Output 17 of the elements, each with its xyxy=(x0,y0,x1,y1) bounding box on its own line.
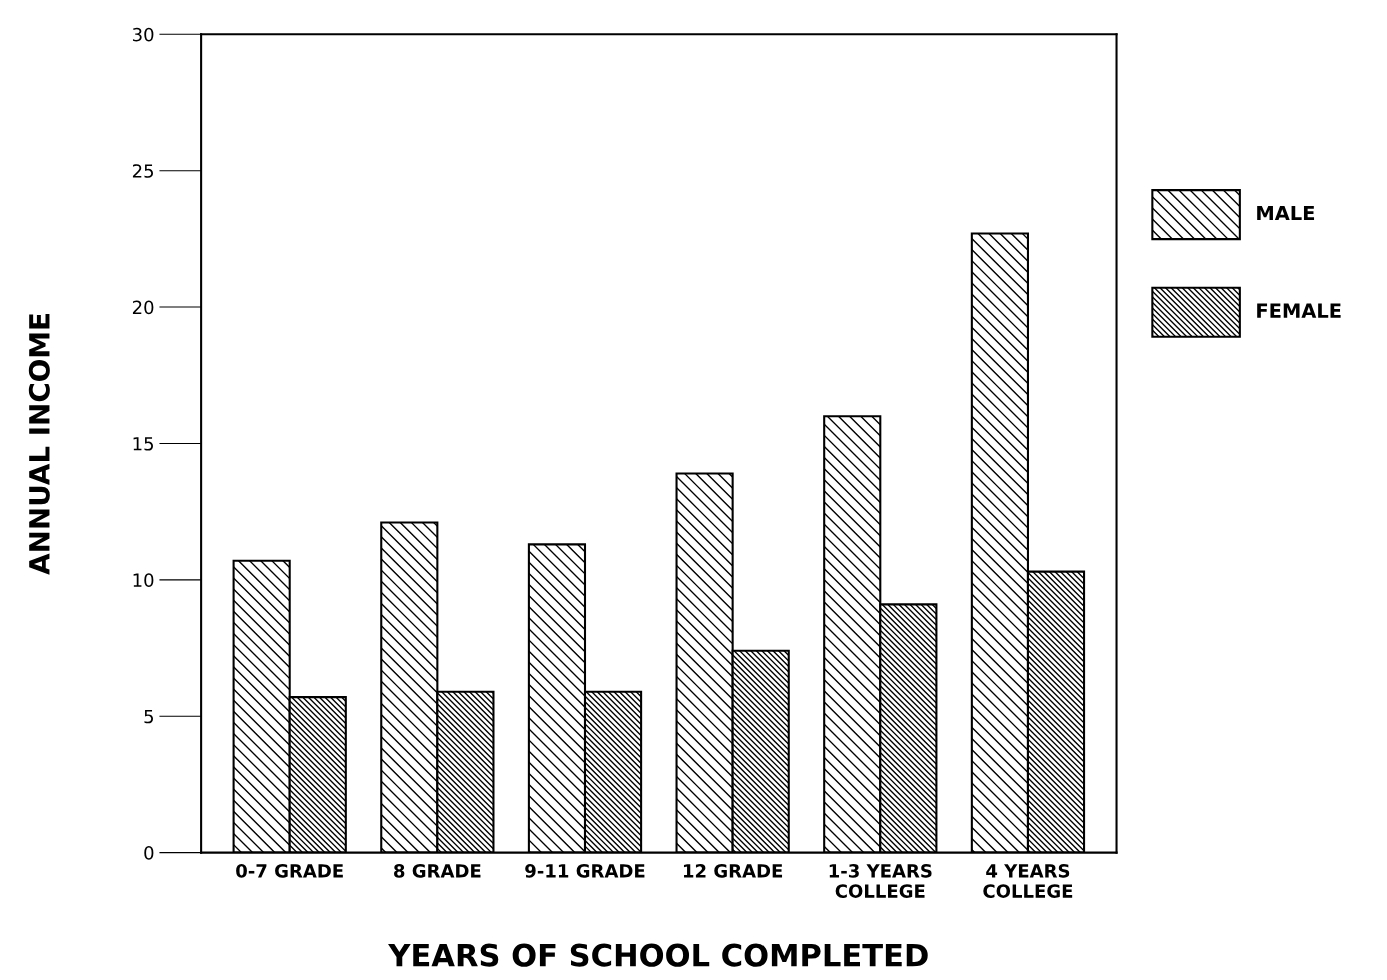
x-tick-label: 8 GRADE xyxy=(394,864,481,878)
y-tick-label: 15 xyxy=(133,437,154,451)
x-tick-label: 4 YEARS COLLEGE xyxy=(983,864,1073,898)
x-tick-label: 12 GRADE xyxy=(683,864,783,878)
y-axis-title: ANNUAL INCOME xyxy=(28,314,50,575)
y-tick-label: 30 xyxy=(132,27,154,42)
text: MALE xyxy=(1257,205,1315,221)
x-tick-label: 1-3 YEARS COLLEGE xyxy=(829,864,932,898)
x-tick-label: 0-7 GRADE xyxy=(236,864,343,878)
y-tick-label: 0 xyxy=(144,846,154,860)
y-tick-label: 5 xyxy=(144,709,154,724)
y-tick-label: 25 xyxy=(132,164,154,178)
x-axis-title: YEARS OF SCHOOL COMPLETED xyxy=(388,943,928,967)
y-tick-label: 20 xyxy=(132,300,154,315)
x-tick-label: 9-11 GRADE xyxy=(525,864,645,878)
text: FEMALE xyxy=(1257,303,1341,318)
y-tick-label: 10 xyxy=(133,573,154,587)
